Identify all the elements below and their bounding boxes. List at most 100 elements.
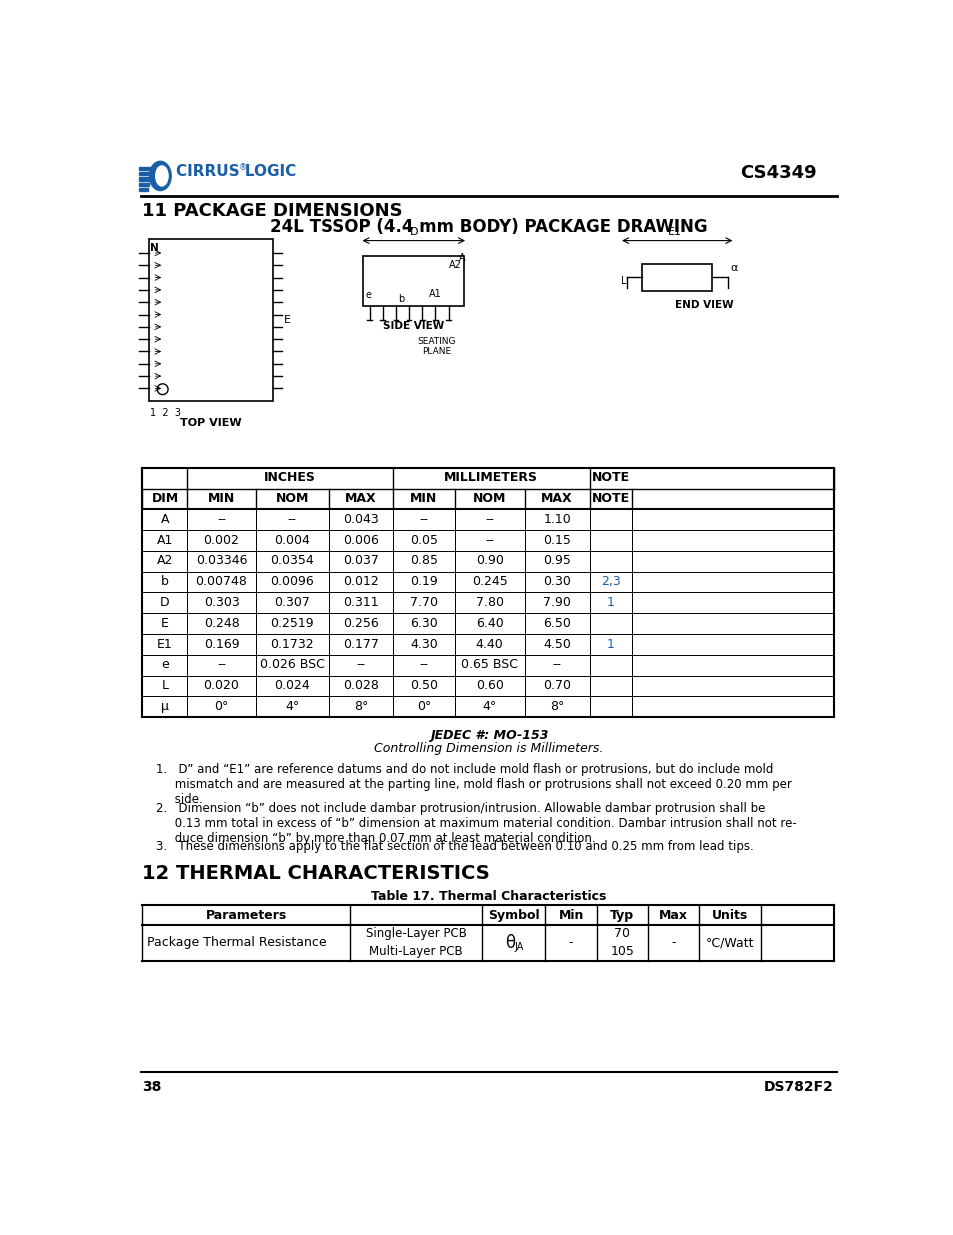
- Text: TOP VIEW: TOP VIEW: [180, 417, 241, 427]
- Text: b: b: [397, 294, 404, 304]
- Text: e: e: [365, 290, 372, 300]
- Text: DIM: DIM: [152, 492, 178, 505]
- Text: Min: Min: [558, 909, 583, 921]
- Text: 0.004: 0.004: [274, 534, 310, 547]
- Bar: [138, 188, 148, 191]
- Bar: [641, 264, 711, 290]
- Text: Parameters: Parameters: [206, 909, 287, 921]
- Text: 2,3: 2,3: [600, 576, 619, 588]
- Text: 0°: 0°: [214, 700, 229, 713]
- Text: SIDE VIEW: SIDE VIEW: [383, 321, 444, 331]
- Text: Units: Units: [711, 909, 747, 921]
- Text: E1¹: E1¹: [667, 227, 686, 237]
- Bar: [138, 172, 152, 175]
- Text: 4.50: 4.50: [542, 637, 571, 651]
- Text: 0.03346: 0.03346: [195, 555, 247, 567]
- Text: 0.30: 0.30: [542, 576, 571, 588]
- Text: 0.15: 0.15: [542, 534, 571, 547]
- Bar: [363, 256, 464, 306]
- Text: 1: 1: [606, 637, 614, 651]
- Text: 7.90: 7.90: [542, 597, 571, 609]
- Text: 0.65 BSC: 0.65 BSC: [460, 658, 517, 672]
- Text: 0.19: 0.19: [410, 576, 437, 588]
- Text: 0.169: 0.169: [204, 637, 239, 651]
- Text: 105: 105: [610, 945, 634, 958]
- Bar: [138, 178, 151, 180]
- Text: L: L: [620, 275, 625, 285]
- Text: CIRRUS LOGIC: CIRRUS LOGIC: [175, 163, 295, 179]
- Text: --: --: [217, 658, 226, 672]
- Ellipse shape: [150, 162, 171, 190]
- Text: 0.024: 0.024: [274, 679, 310, 692]
- Text: Controlling Dimension is Millimeters.: Controlling Dimension is Millimeters.: [374, 741, 603, 755]
- Text: 8°: 8°: [354, 700, 368, 713]
- Text: 0.028: 0.028: [343, 679, 378, 692]
- Text: MIN: MIN: [410, 492, 437, 505]
- Text: D: D: [409, 227, 417, 237]
- Text: 11 PACKAGE DIMENSIONS: 11 PACKAGE DIMENSIONS: [142, 203, 403, 220]
- Text: 0.00748: 0.00748: [195, 576, 247, 588]
- Text: --: --: [287, 513, 296, 526]
- Text: 4°: 4°: [285, 700, 299, 713]
- Text: 1.   D” and “E1” are reference datums and do not include mold flash or protrusio: 1. D” and “E1” are reference datums and …: [156, 763, 792, 806]
- Bar: [149, 240, 273, 401]
- Bar: [138, 183, 150, 186]
- Text: Max: Max: [659, 909, 687, 921]
- Text: Symbol: Symbol: [487, 909, 539, 921]
- Text: CS4349: CS4349: [740, 163, 816, 182]
- Text: MAX: MAX: [540, 492, 573, 505]
- Text: D: D: [160, 597, 170, 609]
- Text: 0.002: 0.002: [203, 534, 239, 547]
- Text: MILLIMETERS: MILLIMETERS: [444, 472, 537, 484]
- Text: 0.006: 0.006: [343, 534, 378, 547]
- Text: 0.85: 0.85: [410, 555, 437, 567]
- Text: INCHES: INCHES: [264, 472, 315, 484]
- Text: E1: E1: [157, 637, 172, 651]
- Text: JEDEC #: MO-153: JEDEC #: MO-153: [429, 729, 548, 742]
- Text: 3.   These dimensions apply to the flat section of the lead between 0.10 and 0.2: 3. These dimensions apply to the flat se…: [156, 841, 754, 853]
- Text: MAX: MAX: [345, 492, 376, 505]
- Text: -: -: [568, 936, 573, 950]
- Text: ®: ®: [239, 163, 248, 173]
- Text: 24L TSSOP (4.4 mm BODY) PACKAGE DRAWING: 24L TSSOP (4.4 mm BODY) PACKAGE DRAWING: [270, 217, 707, 236]
- Text: 0.043: 0.043: [343, 513, 378, 526]
- Text: A: A: [458, 253, 465, 263]
- Text: MIN: MIN: [208, 492, 235, 505]
- Text: 0.05: 0.05: [410, 534, 437, 547]
- Text: °C/Watt: °C/Watt: [705, 936, 754, 950]
- Text: Typ: Typ: [610, 909, 634, 921]
- Text: 0.248: 0.248: [203, 616, 239, 630]
- Text: 1: 1: [606, 597, 614, 609]
- Text: --: --: [356, 658, 365, 672]
- Text: JA: JA: [514, 942, 523, 952]
- Text: 0.70: 0.70: [542, 679, 571, 692]
- Text: 0.256: 0.256: [343, 616, 378, 630]
- Text: 38: 38: [142, 1079, 162, 1094]
- Text: 0.012: 0.012: [343, 576, 378, 588]
- Text: Package Thermal Resistance: Package Thermal Resistance: [147, 936, 327, 950]
- Text: 0.0096: 0.0096: [270, 576, 314, 588]
- Text: α: α: [729, 263, 737, 273]
- Text: Single-Layer PCB: Single-Layer PCB: [365, 927, 466, 940]
- Text: e: e: [161, 658, 169, 672]
- Text: 4.30: 4.30: [410, 637, 437, 651]
- Text: 6.40: 6.40: [476, 616, 503, 630]
- Text: 0.307: 0.307: [274, 597, 310, 609]
- Text: 0°: 0°: [416, 700, 431, 713]
- Text: SEATING
PLANE: SEATING PLANE: [417, 337, 456, 356]
- Text: Multi-Layer PCB: Multi-Layer PCB: [369, 945, 462, 958]
- Text: NOM: NOM: [473, 492, 506, 505]
- Text: A1: A1: [429, 289, 441, 299]
- Text: --: --: [419, 513, 428, 526]
- Text: DS782F2: DS782F2: [763, 1079, 833, 1094]
- Text: 4°: 4°: [482, 700, 497, 713]
- Text: θ: θ: [505, 934, 516, 952]
- Text: 7.80: 7.80: [476, 597, 503, 609]
- Text: 0.245: 0.245: [472, 576, 507, 588]
- Text: 6.30: 6.30: [410, 616, 437, 630]
- Text: b: b: [161, 576, 169, 588]
- Text: E: E: [161, 616, 169, 630]
- Text: 0.020: 0.020: [203, 679, 239, 692]
- Text: 70: 70: [614, 927, 630, 940]
- Text: 0.95: 0.95: [542, 555, 571, 567]
